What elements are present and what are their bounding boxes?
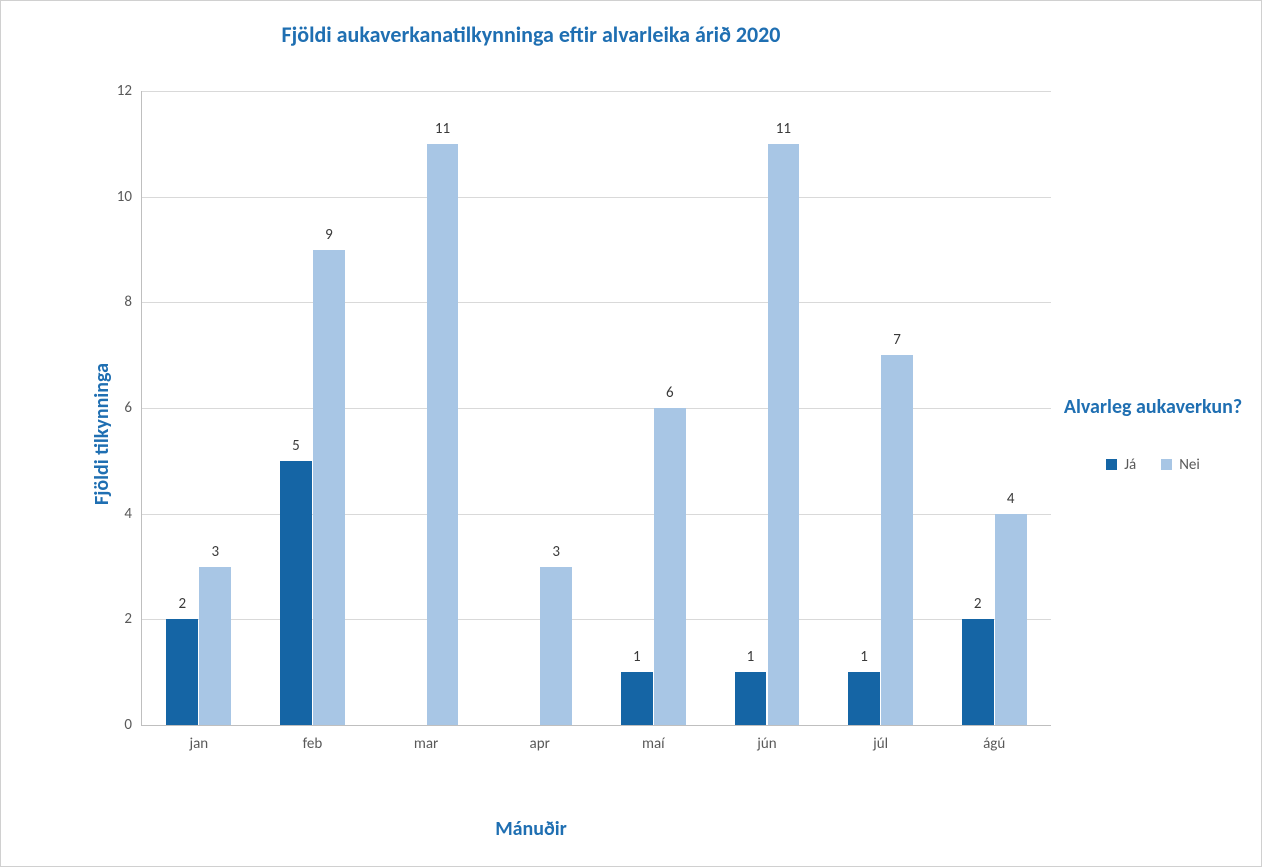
- bar-data-label: 11: [776, 120, 791, 138]
- legend-item: Nei: [1161, 456, 1200, 474]
- y-tick-label: 4: [124, 505, 132, 523]
- gridline: [142, 91, 1051, 92]
- gridline: [142, 302, 1051, 303]
- gridline: [142, 408, 1051, 409]
- bar: 2: [166, 619, 198, 725]
- legend: Alvarleg aukaverkun? Já Nei: [1063, 394, 1243, 474]
- legend-item-label: Nei: [1179, 456, 1200, 474]
- y-tick-label: 0: [124, 716, 132, 734]
- bar: 3: [540, 567, 572, 726]
- y-tick-label: 12: [117, 82, 132, 100]
- x-tick-label: feb: [303, 735, 323, 753]
- bar: 11: [427, 144, 459, 725]
- bar: 5: [280, 461, 312, 725]
- bar: 3: [199, 567, 231, 726]
- bar-data-label: 2: [974, 595, 982, 613]
- x-tick-label: maí: [642, 735, 665, 753]
- bar-data-label: 2: [179, 595, 187, 613]
- legend-swatch: [1161, 459, 1172, 470]
- x-axis-label: Mánuðir: [1, 817, 1061, 841]
- legend-title: Alvarleg aukaverkun?: [1063, 394, 1243, 421]
- bar-data-label: 1: [747, 648, 755, 666]
- x-tick-label: mar: [414, 735, 438, 753]
- y-tick-label: 6: [124, 399, 132, 417]
- y-tick-label: 2: [124, 610, 132, 628]
- bar: 1: [848, 672, 880, 725]
- bar: 1: [621, 672, 653, 725]
- plot-area: 024681012jan23feb59mar11apr3maí16jún111j…: [141, 91, 1051, 726]
- bar: 7: [881, 355, 913, 725]
- y-tick-label: 10: [117, 188, 132, 206]
- x-tick-label: jún: [757, 735, 776, 753]
- legend-item-label: Já: [1124, 456, 1136, 474]
- x-tick-label: júl: [873, 735, 888, 753]
- legend-swatch: [1106, 459, 1117, 470]
- bar: 11: [768, 144, 800, 725]
- bar-data-label: 3: [552, 543, 560, 561]
- bar-data-label: 5: [292, 437, 300, 455]
- x-tick-label: ágú: [983, 735, 1005, 753]
- x-tick-label: jan: [189, 735, 208, 753]
- bar-data-label: 1: [633, 648, 641, 666]
- y-axis-label: Fjöldi tilkynninga: [90, 363, 114, 505]
- gridline: [142, 619, 1051, 620]
- chart-container: Fjöldi aukaverkanatilkynninga eftir alva…: [0, 0, 1262, 867]
- bar: 2: [962, 619, 994, 725]
- bar: 6: [654, 408, 686, 725]
- x-tick-label: apr: [530, 735, 550, 753]
- legend-item: Já: [1106, 456, 1136, 474]
- bar-data-label: 11: [435, 120, 450, 138]
- bar-data-label: 7: [893, 331, 901, 349]
- bar-data-label: 1: [860, 648, 868, 666]
- gridline: [142, 514, 1051, 515]
- legend-items: Já Nei: [1063, 456, 1243, 474]
- bar-data-label: 3: [211, 543, 219, 561]
- y-tick-label: 8: [124, 293, 132, 311]
- bar: 1: [735, 672, 767, 725]
- bar: 4: [995, 514, 1027, 725]
- bar: 9: [313, 250, 345, 726]
- bar-data-label: 9: [325, 226, 333, 244]
- chart-title: Fjöldi aukaverkanatilkynninga eftir alva…: [1, 21, 1061, 48]
- bar-data-label: 6: [666, 384, 674, 402]
- bar-data-label: 4: [1007, 490, 1015, 508]
- gridline: [142, 197, 1051, 198]
